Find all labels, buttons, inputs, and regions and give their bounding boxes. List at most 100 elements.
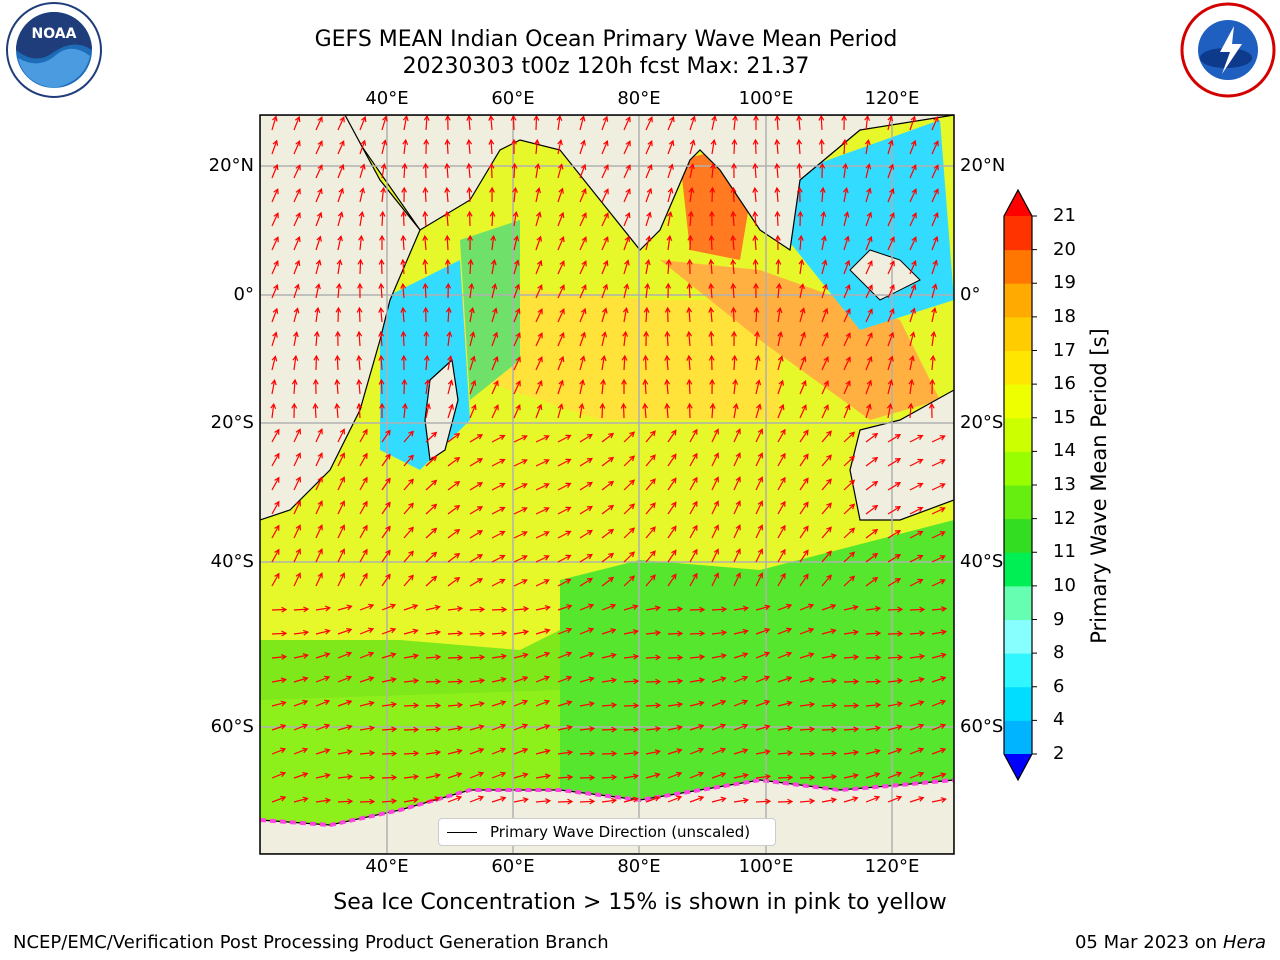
wave-arrow <box>381 430 391 443</box>
wave-arrow-head <box>479 630 486 637</box>
wave-arrow <box>733 749 748 755</box>
wave-arrow <box>689 429 698 443</box>
wave-arrow-head <box>664 354 671 361</box>
wave-arrow <box>315 774 330 779</box>
wave-arrow <box>469 434 483 443</box>
wave-arrow <box>688 379 691 395</box>
wave-arrow-head <box>567 774 574 781</box>
wave-arrow <box>557 332 565 347</box>
wave-arrow-head <box>272 139 279 146</box>
wave-arrow-head <box>939 579 946 585</box>
wave-arrow-head <box>841 138 848 145</box>
colorbar-segment <box>1004 350 1032 385</box>
wave-arrow-head <box>894 458 902 464</box>
wave-arrow <box>931 332 935 347</box>
wave-arrow-head <box>454 552 461 559</box>
wave-arrow-head <box>448 403 454 410</box>
wave-arrow-head <box>803 501 809 508</box>
wave-arrow <box>667 259 670 275</box>
wave-arrow-head <box>787 750 794 756</box>
wave-arrow <box>447 680 463 683</box>
wave-arrow-head <box>317 140 323 147</box>
wave-arrow <box>535 579 549 587</box>
wave-arrow <box>865 607 880 611</box>
wave-arrow-head <box>888 163 895 170</box>
wave-arrow-head <box>841 115 848 121</box>
wave-arrow-head <box>809 750 816 757</box>
wave-arrow-head <box>362 548 368 555</box>
x-tick-top: 40°E <box>365 88 409 109</box>
wave-arrow <box>579 604 594 611</box>
wave-arrow-head <box>757 476 763 483</box>
wave-arrow-head <box>608 576 615 583</box>
wave-arrow-head <box>356 354 363 361</box>
wave-arrow-head <box>669 115 675 123</box>
wave-arrow <box>909 284 916 299</box>
wave-arrow <box>689 656 704 659</box>
wave-arrow <box>381 604 396 611</box>
wave-arrow-head <box>589 725 596 732</box>
wave-arrow-head <box>302 699 309 706</box>
wave-arrow-head <box>456 795 463 802</box>
wave-arrow-head <box>803 573 809 580</box>
colorbar-tick-label: 6 <box>1053 675 1065 697</box>
wave-arrow-head <box>633 678 640 685</box>
wave-arrow-head <box>324 748 331 754</box>
wave-arrow <box>358 307 361 323</box>
wave-arrow <box>777 453 786 467</box>
wave-arrow-head <box>757 548 763 555</box>
wave-arrow-head <box>826 478 832 485</box>
wave-arrow-head <box>580 331 586 338</box>
wave-arrow <box>843 728 859 731</box>
wave-arrow <box>513 236 518 251</box>
wave-arrow <box>535 333 543 347</box>
wave-arrow <box>887 679 902 683</box>
wave-arrow-head <box>940 652 947 659</box>
wave-arrow-head <box>629 575 635 582</box>
wave-arrow-head <box>809 774 816 781</box>
wave-arrow <box>777 676 792 683</box>
wave-arrow-head <box>831 702 838 709</box>
wave-arrow-head <box>457 702 464 708</box>
wave-arrow <box>513 381 521 395</box>
wave-arrow <box>601 505 614 515</box>
wave-arrow <box>447 332 451 347</box>
wave-arrow-head <box>780 500 786 507</box>
wave-arrow <box>909 308 915 323</box>
wave-arrow-head <box>664 306 671 313</box>
wave-arrow <box>512 115 515 131</box>
wave-arrow <box>535 164 539 179</box>
y-tick-right: 20°S <box>960 412 1004 433</box>
wave-arrow-head <box>911 164 917 171</box>
wave-arrow-head <box>603 259 609 267</box>
wave-arrow-head <box>362 500 368 507</box>
wave-arrow-head <box>378 354 385 361</box>
wave-arrow <box>711 477 719 491</box>
wave-arrow-head <box>713 452 719 459</box>
wave-arrow-head <box>752 186 759 193</box>
wave-arrow <box>733 477 741 491</box>
wave-arrow <box>271 164 278 179</box>
wave-arrow <box>887 434 901 443</box>
wave-arrow-head <box>933 188 939 195</box>
wave-arrow <box>645 454 656 467</box>
wave-arrow <box>733 653 748 659</box>
wave-arrow <box>491 332 498 347</box>
wave-arrow <box>447 607 462 611</box>
wave-arrow <box>909 748 924 755</box>
wave-arrow <box>909 797 924 803</box>
wave-arrow-head <box>334 330 341 337</box>
wave-arrow-head <box>731 138 738 145</box>
wave-arrow <box>491 724 506 731</box>
wave-arrow-head <box>336 258 343 266</box>
wave-arrow-head <box>499 747 507 753</box>
wave-arrow-head <box>603 139 609 147</box>
wave-arrow <box>359 453 368 467</box>
wave-arrow <box>468 115 471 131</box>
wave-arrow-head <box>655 654 662 661</box>
wave-arrow-head <box>543 459 550 465</box>
wave-arrow-head <box>457 654 464 661</box>
wave-arrow-head <box>521 483 528 489</box>
wave-arrow <box>513 579 527 587</box>
wave-arrow <box>865 212 872 227</box>
